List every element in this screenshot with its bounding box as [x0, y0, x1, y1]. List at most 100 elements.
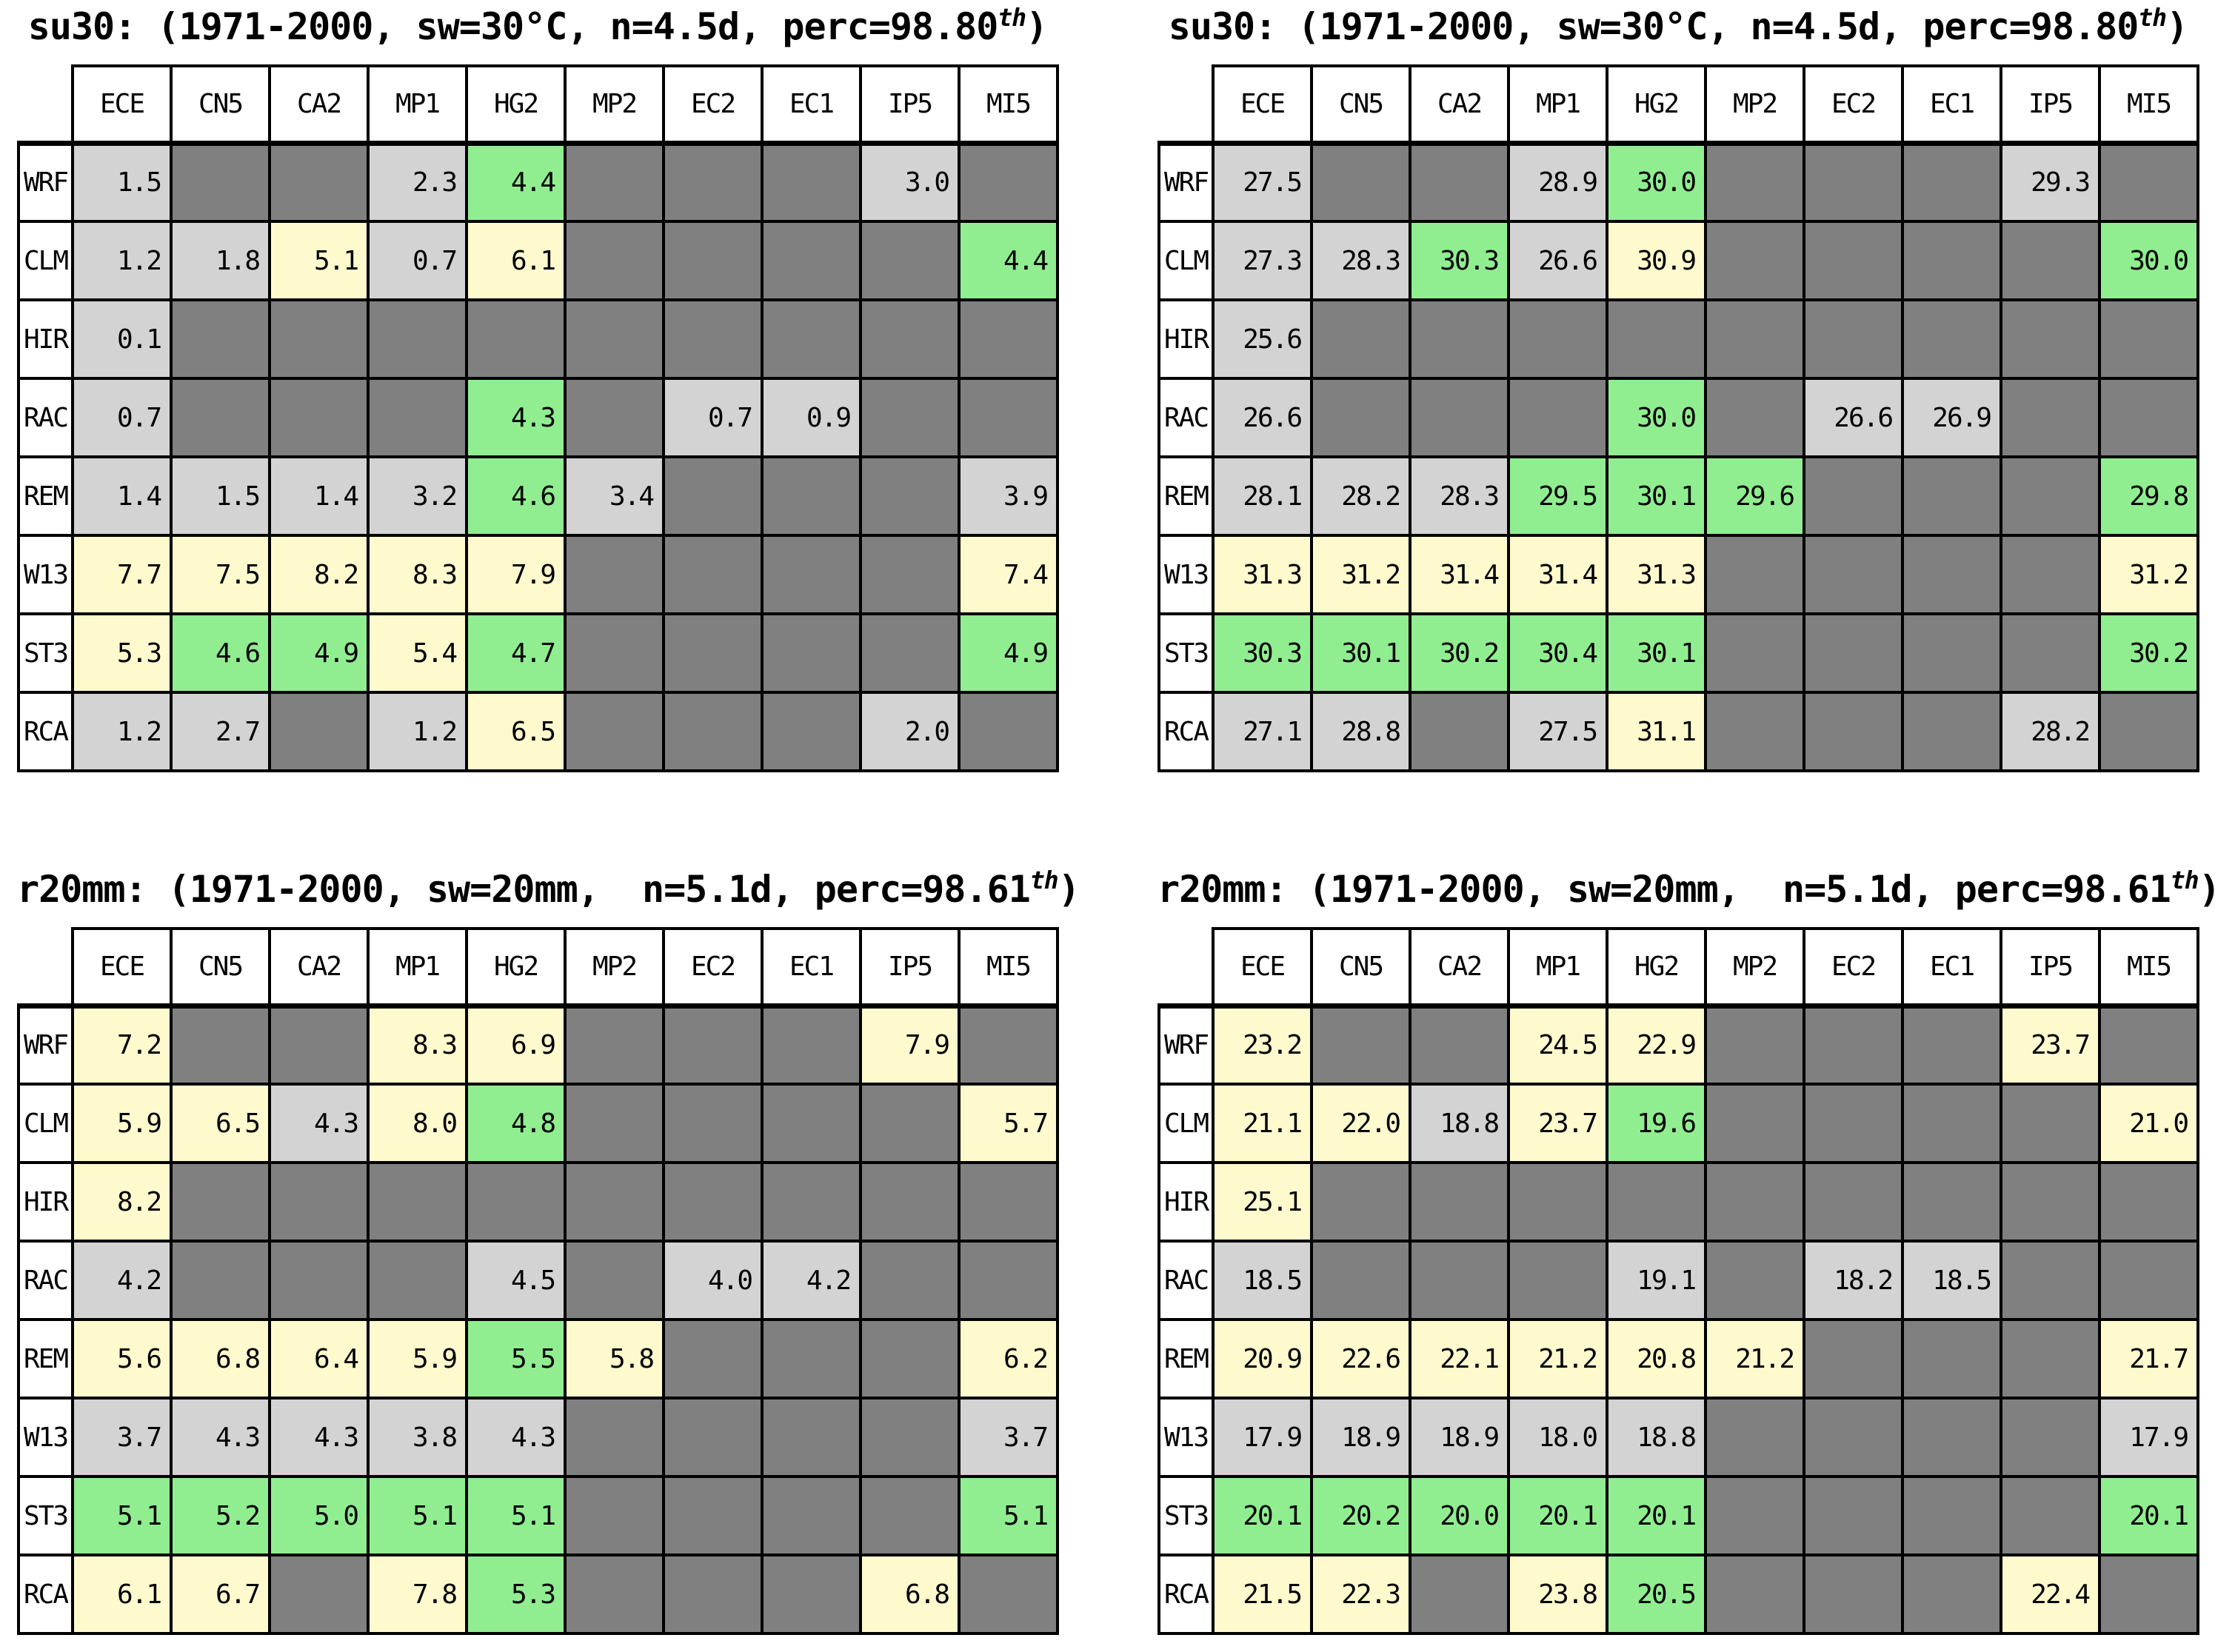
cell-REM-ECE: 5.6: [71, 1318, 173, 1399]
cell-CLM-IP5: [859, 1083, 960, 1164]
heatmap-table-r20mm-right: ECE CN5 CA2 MP1 HG2 MP2 EC2 EC1 IP5 MI5 WRF 23.2 24.…: [1157, 927, 2199, 1635]
cell-RAC-CN5: [1310, 377, 1411, 458]
cell-RAC-IP5: [1999, 377, 2101, 458]
cell-WRF-EC2: [1803, 140, 1904, 223]
row-label-RAC: RAC: [17, 377, 74, 458]
cell-W13-IP5: [1999, 534, 2101, 615]
cell-ST3-EC2: [1803, 612, 1904, 694]
row-label-CLM: CLM: [17, 1083, 74, 1164]
cell-W13-MP1: 18.0: [1507, 1397, 1608, 1478]
cell-W13-HG2: 4.3: [465, 1397, 567, 1478]
cell-W13-IP5: [859, 1397, 960, 1478]
cell-WRF-MP1: 2.3: [367, 140, 468, 223]
row-label-CLM: CLM: [1157, 220, 1215, 301]
cell-CLM-MI5: 5.7: [958, 1083, 1059, 1164]
cell-W13-MP1: 8.3: [367, 534, 468, 615]
table-title-r20mm-right: r20mm: (1971-2000, sw=20mm, n=5.1d, perc…: [1157, 863, 2215, 927]
cell-W13-CA2: 31.4: [1409, 534, 1510, 615]
cell-RCA-EC1: [761, 1554, 862, 1635]
cell-WRF-CA2: [1409, 1003, 1510, 1086]
cell-ST3-EC1: [761, 1475, 862, 1556]
cell-HIR-MP2: [564, 298, 665, 380]
cell-REM-IP5: [859, 455, 960, 537]
row-label-RCA: RCA: [1157, 1554, 1215, 1635]
cell-W13-EC2: [662, 534, 764, 615]
cell-ST3-ECE: 5.1: [71, 1475, 173, 1556]
cell-WRF-MP2: [1704, 140, 1805, 223]
cell-CLM-CN5: 28.3: [1310, 220, 1411, 301]
cell-ST3-HG2: 30.1: [1606, 612, 1707, 694]
cell-HIR-CA2: [268, 1161, 370, 1243]
cell-W13-EC2: [1803, 1397, 1904, 1478]
cell-RAC-ECE: 26.6: [1212, 377, 1313, 458]
cell-RAC-MP2: [1704, 1240, 1805, 1321]
cell-CLM-ECE: 27.3: [1212, 220, 1313, 301]
cell-RCA-EC2: [1803, 691, 1904, 772]
cell-REM-MP1: 3.2: [367, 455, 468, 537]
column-header-MP1: MP1: [367, 64, 468, 144]
cell-REM-EC2: [662, 1318, 764, 1399]
cell-RAC-MP2: [564, 377, 665, 458]
cell-HIR-IP5: [1999, 298, 2101, 380]
cell-RAC-HG2: 30.0: [1606, 377, 1707, 458]
cell-HIR-ECE: 0.1: [71, 298, 173, 380]
column-header-HG2: HG2: [465, 927, 567, 1007]
cell-HIR-MP2: [1704, 298, 1805, 380]
corner-cell: [1159, 929, 1213, 1006]
cell-ST3-MP2: [564, 612, 665, 694]
cell-WRF-IP5: 29.3: [1999, 140, 2101, 223]
cell-W13-CA2: 18.9: [1409, 1397, 1510, 1478]
cell-RCA-EC1: [1901, 1554, 2002, 1635]
cell-HIR-IP5: [1999, 1161, 2101, 1243]
cell-RAC-CN5: [1310, 1240, 1411, 1321]
cell-ST3-CA2: 20.0: [1409, 1475, 1510, 1556]
cell-CLM-EC2: [662, 220, 764, 301]
column-header-ECE: ECE: [1212, 64, 1313, 144]
cell-W13-IP5: [859, 534, 960, 615]
column-header-MP1: MP1: [1507, 64, 1608, 144]
cell-RAC-MI5: [958, 377, 1059, 458]
cell-RAC-HG2: 4.3: [465, 377, 567, 458]
cell-WRF-HG2: 6.9: [465, 1003, 567, 1086]
cell-RAC-HG2: 19.1: [1606, 1240, 1707, 1321]
cell-WRF-EC2: [1803, 1003, 1904, 1086]
cell-RAC-MP1: [367, 377, 468, 458]
cell-RCA-HG2: 31.1: [1606, 691, 1707, 772]
cell-WRF-EC1: [761, 1003, 862, 1086]
cell-RAC-MP1: [367, 1240, 468, 1321]
row-label-REM: REM: [17, 1318, 74, 1399]
cell-RAC-EC1: 4.2: [761, 1240, 862, 1321]
cell-RCA-IP5: 6.8: [859, 1554, 960, 1635]
cell-HIR-MP1: [1507, 1161, 1608, 1243]
cell-ST3-IP5: [1999, 1475, 2101, 1556]
cell-REM-CN5: 28.2: [1310, 455, 1411, 537]
cell-REM-EC2: [1803, 455, 1904, 537]
row-label-REM: REM: [1157, 1318, 1215, 1399]
row-label-W13: W13: [17, 1397, 74, 1478]
cell-ST3-EC2: [662, 1475, 764, 1556]
cell-RAC-CA2: [1409, 377, 1510, 458]
cell-W13-MP2: [1704, 1397, 1805, 1478]
column-header-MP1: MP1: [1507, 927, 1608, 1007]
cell-RAC-EC2: 0.7: [662, 377, 764, 458]
row-label-ST3: ST3: [17, 612, 74, 694]
heatmap-table-r20mm-left: ECE CN5 CA2 MP1 HG2 MP2 EC2 EC1 IP5 MI5 WRF 7.2 8.3 6…: [17, 927, 1059, 1635]
cell-HIR-EC2: [1803, 298, 1904, 380]
cell-REM-HG2: 30.1: [1606, 455, 1707, 537]
column-header-EC1: EC1: [1901, 927, 2002, 1007]
cell-RCA-IP5: 28.2: [1999, 691, 2101, 772]
cell-WRF-MI5: [958, 140, 1059, 223]
cell-CLM-ECE: 1.2: [71, 220, 173, 301]
cell-REM-CN5: 22.6: [1310, 1318, 1411, 1399]
cell-WRF-HG2: 4.4: [465, 140, 567, 223]
cell-HIR-HG2: [1606, 1161, 1707, 1243]
cell-RAC-ECE: 0.7: [71, 377, 173, 458]
cell-RCA-CN5: 6.7: [170, 1554, 271, 1635]
title-close: ): [2166, 5, 2188, 48]
cell-CLM-MP1: 0.7: [367, 220, 468, 301]
cell-W13-MI5: 31.2: [2098, 534, 2199, 615]
cell-CLM-IP5: [1999, 220, 2101, 301]
cell-ST3-IP5: [859, 1475, 960, 1556]
cell-RAC-EC1: 0.9: [761, 377, 862, 458]
cell-W13-CN5: 4.3: [170, 1397, 271, 1478]
